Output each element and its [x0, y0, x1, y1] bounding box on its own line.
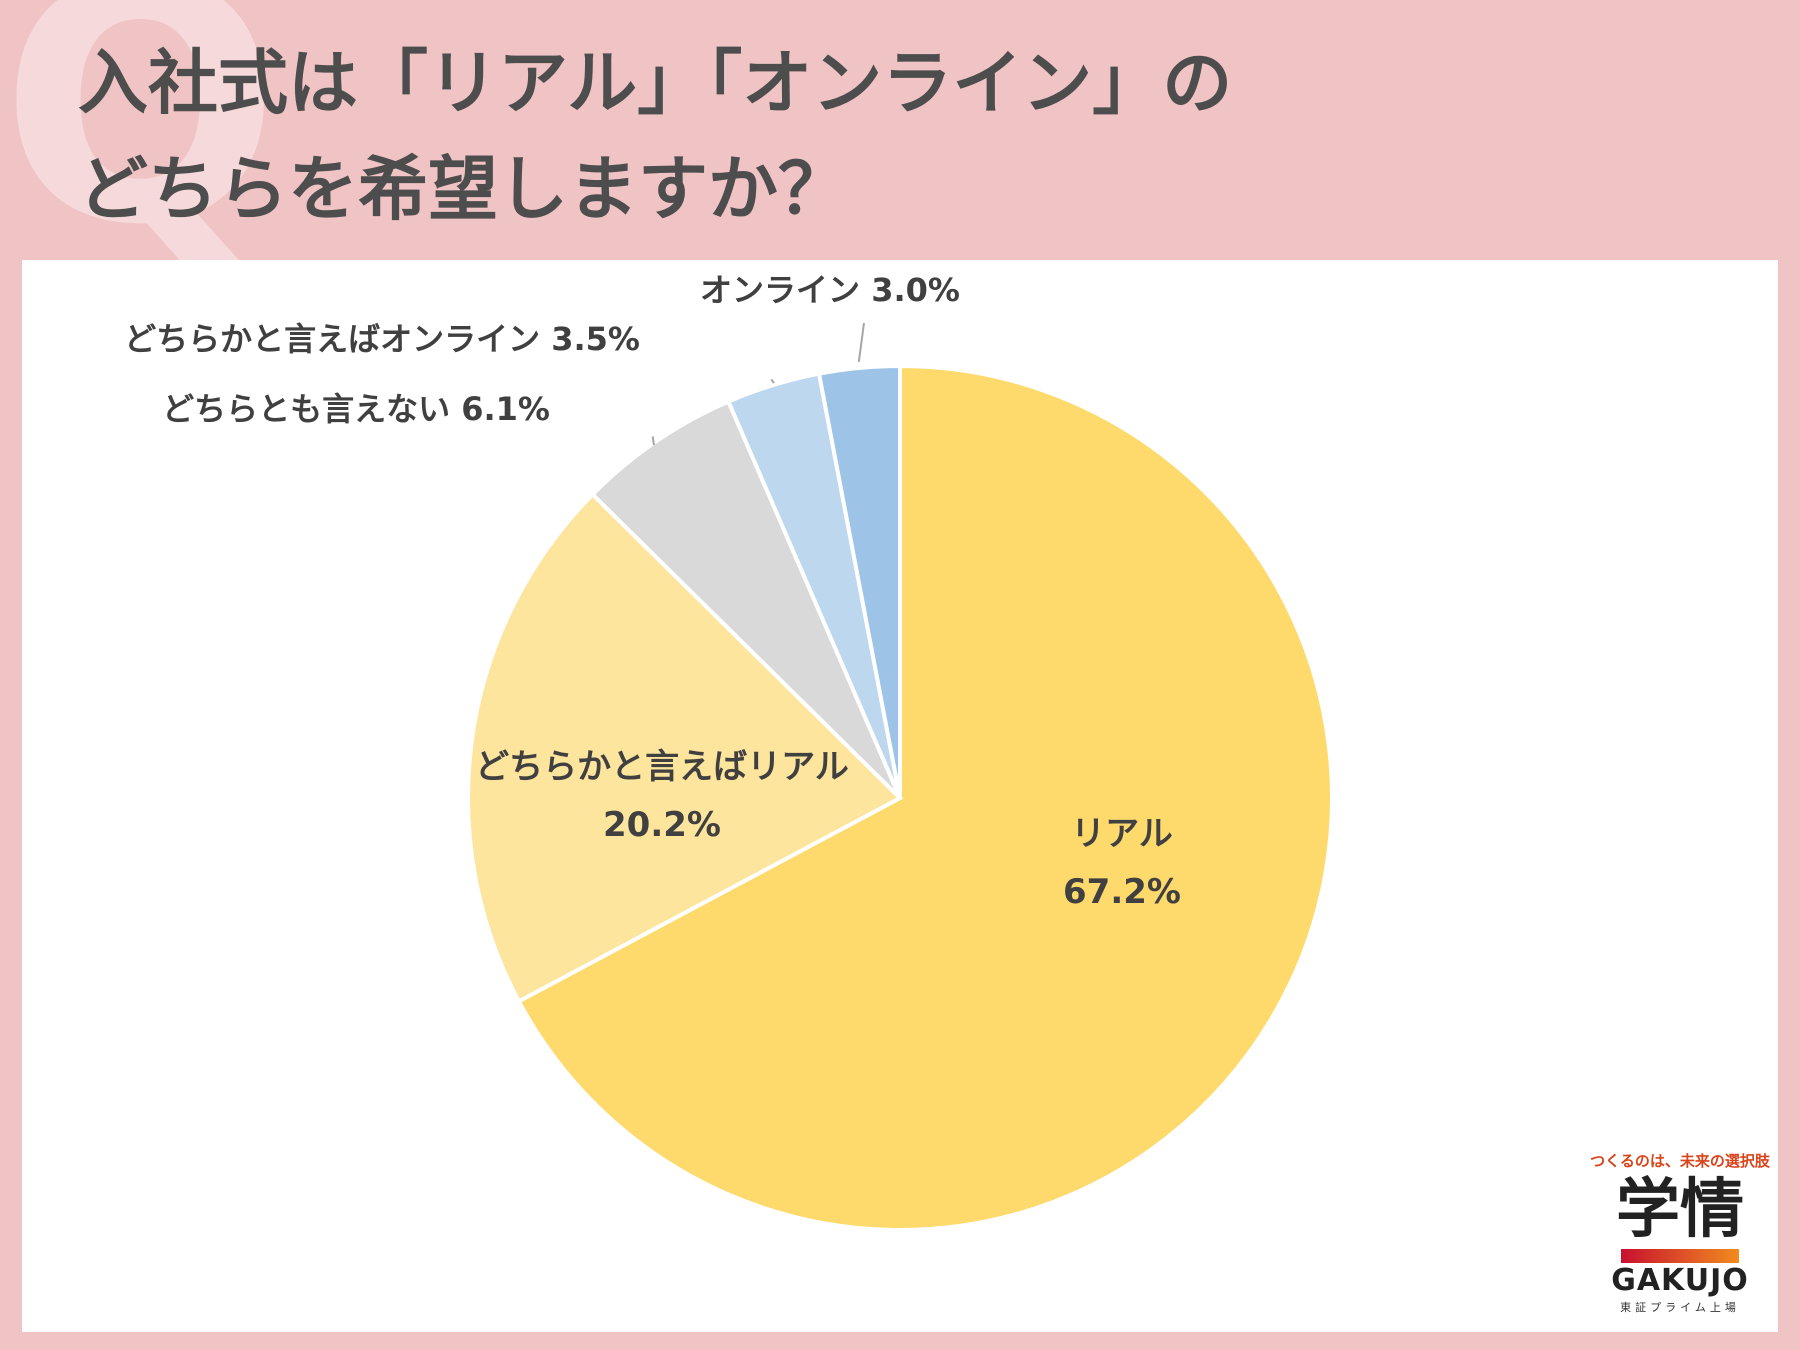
page-title: 入社式は「リアル」「オンライン」の どちらを希望しますか？ — [78, 30, 1758, 242]
pie-slice-real — [516, 363, 1334, 1232]
pie-chart: リアル 67.2% どちらかと言えばリアル 20.2% どちらとも言えない 6.1% どち… — [124, 271, 1334, 1232]
logo-english: GAKUJO — [1611, 1263, 1749, 1298]
title-line-2: どちらを希望しますか？ — [78, 148, 848, 230]
leader-line-online — [857, 322, 865, 363]
leader-line-somewhat-online — [770, 378, 775, 384]
logo-kanji: 学情 — [1616, 1173, 1744, 1247]
pie-slice-online — [816, 363, 902, 799]
slice-label-somewhat-online: どちらかと言えばオンライン 3.5% — [124, 320, 640, 358]
gakujo-logo: つくるのは、未来の選択肢 学情 GAKUJO 東証プライム上場 — [1590, 1150, 1770, 1318]
logo-tagline: つくるのは、未来の選択肢 — [1590, 1152, 1770, 1170]
chart-panel: リアル 67.2% どちらかと言えばリアル 20.2% どちらとも言えない 6.1% どち… — [22, 260, 1778, 1332]
slice-label-neither: どちらとも言えない 6.1% — [162, 390, 550, 428]
slice-value-real: 67.2% — [1063, 872, 1181, 912]
pie-slice-neither — [589, 398, 902, 800]
slice-value-somewhat-real: 20.2% — [603, 805, 721, 845]
pie-slice-somewhat-real — [466, 491, 904, 1005]
title-line-1: 入社式は「リアル」「オンライン」の — [78, 42, 1233, 124]
slice-label-somewhat-real: どちらかと言えばリアル — [475, 747, 849, 787]
logo-subtext: 東証プライム上場 — [1620, 1301, 1740, 1314]
slice-label-real: リアル — [1071, 814, 1173, 854]
logo-bar — [1621, 1249, 1739, 1263]
q-mark-decoration: Q — [0, 0, 281, 297]
slice-label-online: オンライン 3.0% — [700, 271, 960, 309]
leader-line-neither — [651, 436, 655, 446]
